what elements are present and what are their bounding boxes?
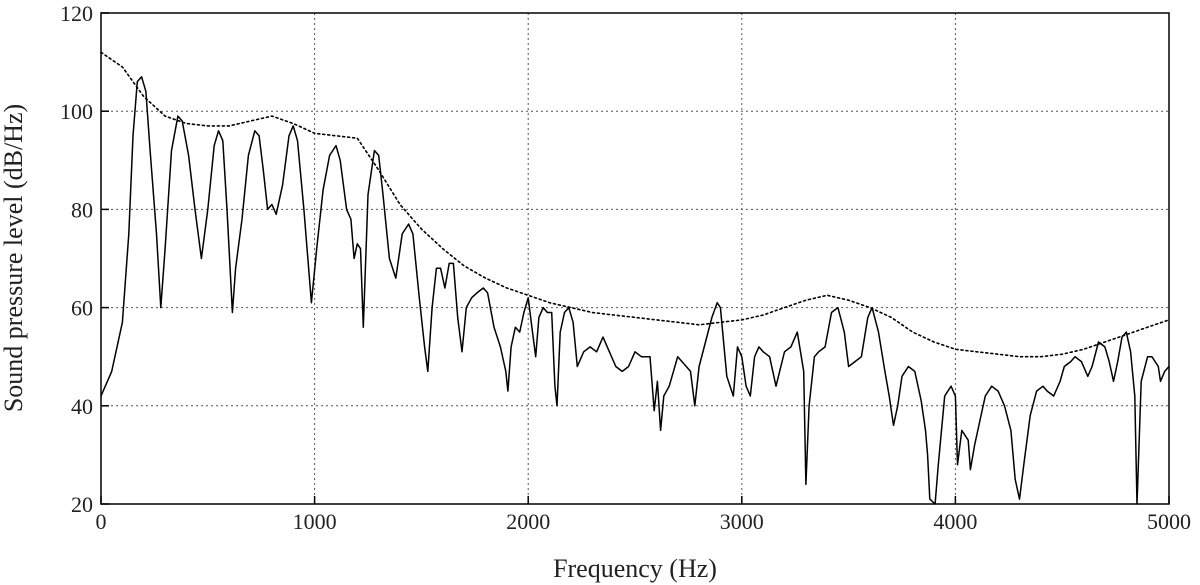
y-tick-label: 60 — [71, 296, 93, 321]
y-tick-labels: 20 40 60 80 100 120 — [60, 1, 93, 517]
y-axis-title: Sound pressure level (dB/Hz) — [0, 104, 28, 412]
x-tick-labels: 0 1000 2000 3000 4000 5000 — [96, 509, 1192, 534]
series-layer — [100, 51, 1170, 505]
spectrum-line — [100, 76, 1170, 505]
y-tick-label: 100 — [60, 99, 93, 124]
y-tick-label: 40 — [71, 394, 93, 419]
x-tick-label: 3000 — [720, 509, 764, 534]
x-axis-title: Frequency (Hz) — [553, 554, 717, 583]
x-tick-label: 4000 — [933, 509, 977, 534]
plot-frame — [100, 12, 1170, 505]
y-tick-label: 80 — [71, 197, 93, 222]
grid — [101, 13, 1169, 504]
x-tick-label: 0 — [96, 509, 107, 534]
envelope-dotted-line — [100, 51, 1170, 358]
x-tick-label: 2000 — [506, 509, 550, 534]
x-tick-label: 1000 — [293, 509, 337, 534]
y-tick-label: 20 — [71, 492, 93, 517]
x-tick-label: 5000 — [1147, 509, 1191, 534]
tick-marks — [100, 12, 1170, 505]
y-tick-label: 120 — [60, 1, 93, 26]
